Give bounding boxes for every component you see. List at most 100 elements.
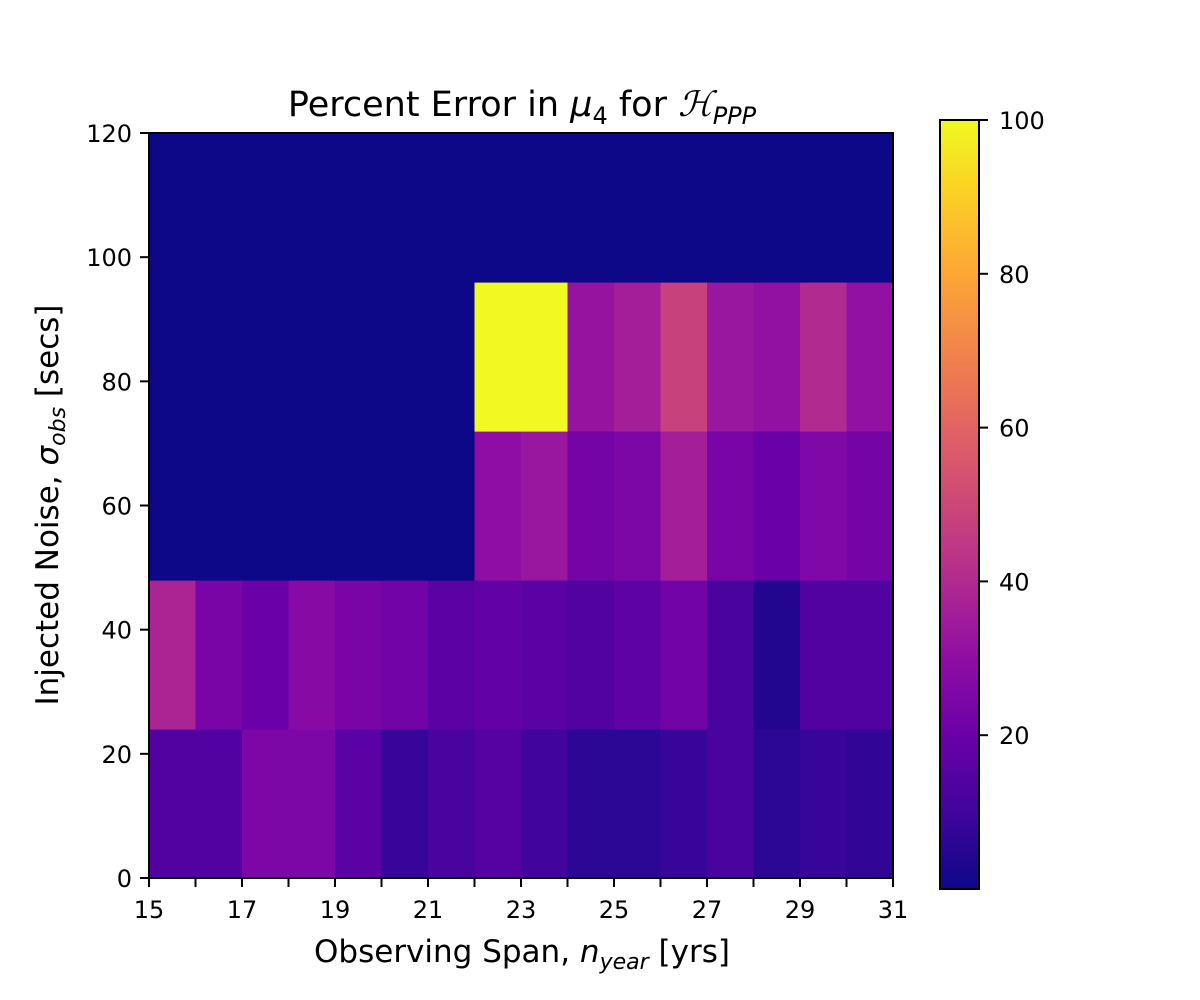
- heatmap-cell: [846, 133, 894, 283]
- colorbar-tick-label: 80: [999, 261, 1030, 289]
- heatmap-cell: [335, 431, 383, 581]
- heatmap-cell: [381, 133, 429, 283]
- heatmap-cell: [846, 282, 894, 432]
- colorbar-tick-label: 20: [999, 722, 1030, 750]
- y-tick-label: 120: [86, 120, 132, 148]
- x-tick-label: 27: [692, 896, 723, 924]
- heatmap-cell: [660, 580, 708, 730]
- heatmap-cell: [149, 133, 197, 283]
- heatmap-cell: [381, 431, 429, 581]
- heatmap-cell: [567, 431, 615, 581]
- heatmap-cell: [800, 580, 848, 730]
- heatmap-cell: [288, 580, 336, 730]
- heatmap-cell: [288, 431, 336, 581]
- heatmap-cell: [846, 431, 894, 581]
- heatmap-cell: [335, 282, 383, 432]
- heatmap-cell: [567, 729, 615, 879]
- heatmap-cell: [800, 282, 848, 432]
- heatmap-cell: [149, 729, 197, 879]
- heatmap-cell: [614, 133, 662, 283]
- colorbar-tick-label: 100: [999, 107, 1045, 135]
- heatmap-cell: [753, 431, 801, 581]
- heatmap-cell: [428, 282, 476, 432]
- heatmap-cell: [149, 282, 197, 432]
- heatmap-cell: [242, 431, 290, 581]
- heatmap-cell: [521, 282, 569, 432]
- colorbar-tick-label: 40: [999, 568, 1030, 596]
- x-tick-label: 29: [785, 896, 816, 924]
- y-tick-label: 20: [101, 741, 132, 769]
- y-axis-ticks: 0 20 40 60 80 100 120: [86, 120, 149, 893]
- heatmap-cell: [242, 133, 290, 283]
- heatmap-cell: [521, 133, 569, 283]
- heatmap-cell: [521, 431, 569, 581]
- heatmap-cell: [521, 580, 569, 730]
- heatmap-cell: [614, 580, 662, 730]
- x-tick-label: 19: [320, 896, 351, 924]
- colorbar-ticks: 20 40 60 80 100: [979, 107, 1045, 750]
- heatmap-cell: [474, 282, 522, 432]
- heatmap-cell: [288, 729, 336, 879]
- heatmap-cell: [521, 729, 569, 879]
- heatmap-cell: [753, 729, 801, 879]
- heatmap-cell: [753, 133, 801, 283]
- heatmap-cell: [428, 729, 476, 879]
- x-axis-ticks: 15 17 19 21 23 25 27 29 31: [134, 878, 909, 924]
- x-tick-label: 31: [878, 896, 909, 924]
- heatmap-cell: [195, 729, 243, 879]
- heatmap-cell: [242, 282, 290, 432]
- y-tick-label: 40: [101, 617, 132, 645]
- heatmap-cell: [288, 133, 336, 283]
- heatmap-cell: [242, 729, 290, 879]
- heatmap-cell: [288, 282, 336, 432]
- heatmap-cell: [335, 729, 383, 879]
- y-tick-label: 100: [86, 244, 132, 272]
- heatmap-cell: [753, 282, 801, 432]
- heatmap-cell: [428, 580, 476, 730]
- heatmap-cell: [753, 580, 801, 730]
- x-tick-label: 25: [599, 896, 630, 924]
- heatmap-cell: [800, 729, 848, 879]
- heatmap-cell: [195, 580, 243, 730]
- heatmap-cell: [614, 729, 662, 879]
- heatmap-cell: [474, 133, 522, 283]
- heatmap-cell: [846, 729, 894, 879]
- heatmap-cell: [428, 133, 476, 283]
- heatmap-cell: [149, 580, 197, 730]
- y-tick-label: 60: [101, 493, 132, 521]
- x-tick-label: 15: [134, 896, 165, 924]
- y-tick-label: 80: [101, 368, 132, 396]
- x-tick-label: 21: [413, 896, 444, 924]
- x-tick-label: 23: [506, 896, 537, 924]
- heatmap-cell: [195, 431, 243, 581]
- heatmap-cell: [660, 431, 708, 581]
- heatmap-cell: [335, 580, 383, 730]
- heatmap-cell: [707, 431, 755, 581]
- heatmap-cell: [381, 282, 429, 432]
- y-axis-label: Injected Noise, σobs [secs]: [30, 305, 71, 706]
- heatmap-cell: [614, 282, 662, 432]
- heatmap-cell: [707, 729, 755, 879]
- heatmap-cell: [614, 431, 662, 581]
- colorbar-tick-label: 60: [999, 415, 1030, 443]
- heatmap-cell: [381, 729, 429, 879]
- heatmap-cell: [381, 580, 429, 730]
- heatmap-cell: [660, 729, 708, 879]
- heatmap-cell: [707, 282, 755, 432]
- heatmap-cell: [567, 133, 615, 283]
- colorbar: [939, 119, 980, 890]
- heatmap-cell: [846, 580, 894, 730]
- heatmap-cell: [567, 282, 615, 432]
- y-tick-label: 0: [117, 865, 132, 893]
- heatmap-cell: [660, 133, 708, 283]
- heatmap-cell: [474, 431, 522, 581]
- heatmap-cell: [660, 282, 708, 432]
- heatmap-cell: [428, 431, 476, 581]
- heatmap-cell: [195, 133, 243, 283]
- heatmap-cell: [149, 431, 197, 581]
- heatmap-cell: [195, 282, 243, 432]
- heatmap-cell: [707, 580, 755, 730]
- x-axis-label: Observing Span, nyear [yrs]: [314, 934, 730, 975]
- heatmap-cell: [335, 133, 383, 283]
- heatmap-cell: [567, 580, 615, 730]
